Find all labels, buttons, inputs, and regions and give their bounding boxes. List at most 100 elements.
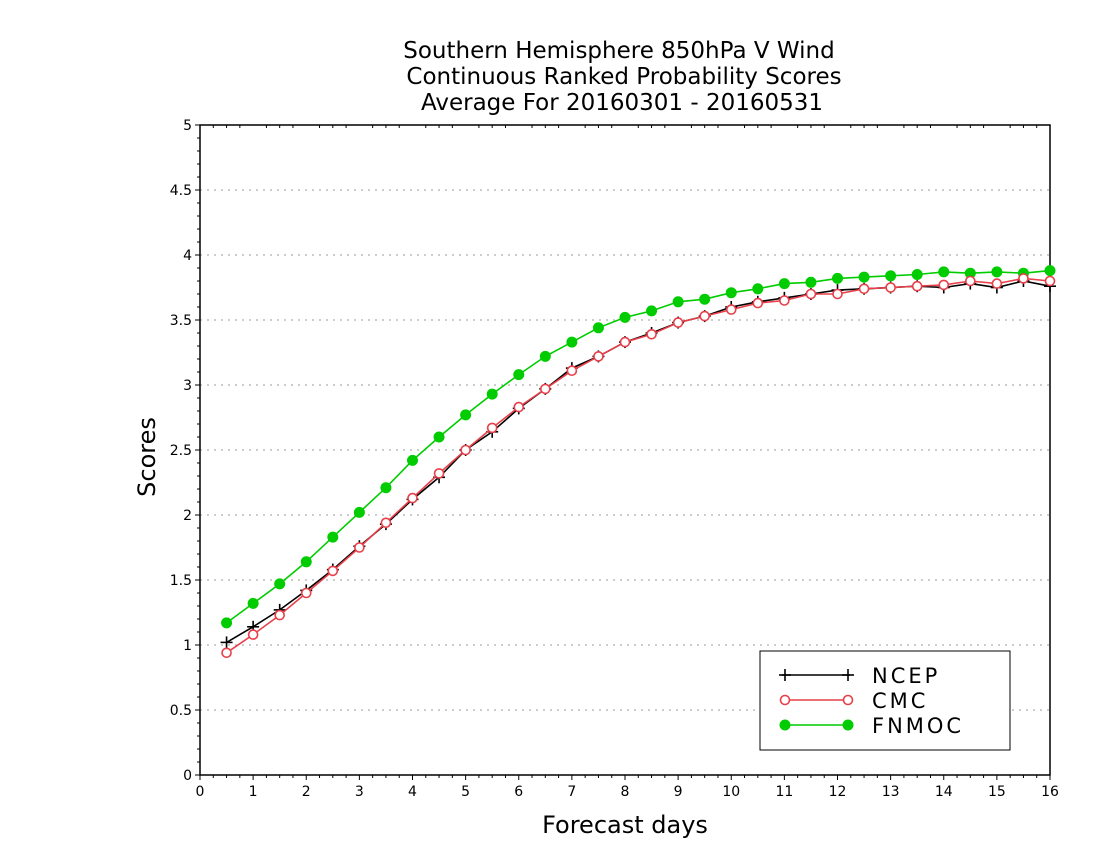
point-cmc-16 <box>646 328 657 340</box>
x-tick-label-10: 10 <box>722 784 740 800</box>
x-axis-title: Forecast days <box>542 811 708 839</box>
legend-marker-end-fnmoc <box>842 719 854 731</box>
point-cmc-7 <box>407 492 418 504</box>
legend-label-cmc: CMC <box>872 689 928 713</box>
point-fnmoc-20 <box>752 283 764 295</box>
chart-title: Southern Hemisphere 850hPa V Wind Contin… <box>403 38 841 116</box>
point-cmc-24 <box>858 283 870 295</box>
point-fnmoc-25 <box>885 270 897 282</box>
point-fnmoc-7 <box>407 454 418 466</box>
point-ncep-0 <box>220 636 233 649</box>
chart-title-line-3: Average For 20160301 - 20160531 <box>421 90 823 116</box>
series-cmc <box>221 273 1056 659</box>
x-tick-label-14: 14 <box>935 784 953 800</box>
point-cmc-18 <box>699 310 710 322</box>
series-fnmoc <box>221 265 1056 629</box>
y-axis: 0 0.5 1 1.5 2 2.5 3 3.5 4 4.5 5 <box>170 118 200 784</box>
point-fnmoc-11 <box>513 369 525 381</box>
y-tick-label-9: 4.5 <box>170 183 192 199</box>
x-tick-label-9: 9 <box>674 784 683 800</box>
point-cmc-20 <box>752 297 764 309</box>
point-fnmoc-4 <box>327 531 339 543</box>
point-cmc-1 <box>247 629 259 640</box>
legend-marker-start-ncep <box>779 669 791 681</box>
y-axis-title: Scores <box>133 417 161 497</box>
point-cmc-19 <box>725 304 737 315</box>
series-line-fnmoc <box>226 269 1051 624</box>
legend-marker-start-cmc <box>779 694 791 706</box>
point-fnmoc-24 <box>858 271 870 283</box>
y-tick-label-3: 1.5 <box>170 573 192 589</box>
series <box>220 265 1056 659</box>
point-fnmoc-19 <box>725 287 737 299</box>
legend-label-fnmoc: FNMOC <box>872 714 964 738</box>
point-cmc-25 <box>885 282 896 293</box>
point-fnmoc-23 <box>832 272 843 284</box>
point-cmc-0 <box>221 647 232 659</box>
point-fnmoc-14 <box>592 322 604 334</box>
x-tick-label-12: 12 <box>829 784 847 800</box>
chart-title-line-2: Continuous Ranked Probability Scores <box>406 64 841 90</box>
point-fnmoc-1 <box>247 597 259 609</box>
point-fnmoc-0 <box>221 617 233 629</box>
point-cmc-23 <box>832 288 843 300</box>
point-fnmoc-18 <box>699 293 711 305</box>
point-cmc-10 <box>486 422 498 434</box>
point-fnmoc-12 <box>539 350 551 362</box>
x-tick-label-1: 1 <box>249 784 258 800</box>
point-cmc-30 <box>1018 273 1029 284</box>
point-fnmoc-22 <box>805 276 817 288</box>
x-tick-label-13: 13 <box>882 784 900 800</box>
x-tick-label-5: 5 <box>461 784 470 800</box>
point-fnmoc-26 <box>911 269 923 280</box>
point-fnmoc-27 <box>938 266 950 278</box>
chart-title-line-1: Southern Hemisphere 850hPa V Wind <box>403 38 834 64</box>
point-cmc-29 <box>991 278 1003 289</box>
y-tick-label-1: 0.5 <box>170 703 192 719</box>
point-cmc-4 <box>327 565 339 577</box>
point-cmc-31 <box>1044 275 1056 287</box>
grid <box>200 189 1050 711</box>
point-cmc-22 <box>805 288 817 300</box>
legend-marker-end-ncep <box>842 669 854 681</box>
point-fnmoc-2 <box>274 578 286 590</box>
point-cmc-26 <box>911 280 923 292</box>
legend-entry-fnmoc: FNMOC <box>779 714 964 738</box>
y-tick-label-5: 2.5 <box>170 443 192 459</box>
x-axis: 0 1 2 3 4 5 6 7 8 9 10 11 12 13 14 15 16 <box>196 125 1059 800</box>
series-ncep <box>220 275 1056 649</box>
x-tick-label-3: 3 <box>355 784 364 800</box>
x-tick-label-6: 6 <box>514 784 523 800</box>
y-tick-label-6: 3 <box>183 378 192 394</box>
y-tick-label-4: 2 <box>183 508 192 524</box>
x-tick-label-16: 16 <box>1041 784 1059 800</box>
y-tick-label-10: 5 <box>183 118 192 134</box>
point-cmc-5 <box>354 542 365 553</box>
series-line-cmc <box>226 277 1051 654</box>
point-cmc-13 <box>566 365 578 377</box>
x-tick-label-7: 7 <box>567 784 576 800</box>
point-fnmoc-13 <box>566 336 578 348</box>
point-fnmoc-31 <box>1044 265 1056 277</box>
x-tick-label-2: 2 <box>302 784 311 800</box>
point-fnmoc-21 <box>778 278 790 290</box>
point-fnmoc-15 <box>619 311 631 323</box>
point-cmc-8 <box>433 468 445 479</box>
point-cmc-3 <box>300 587 312 599</box>
x-tick-label-11: 11 <box>775 784 793 800</box>
point-cmc-11 <box>513 401 525 413</box>
point-fnmoc-16 <box>646 305 658 317</box>
point-cmc-2 <box>274 609 285 621</box>
x-tick-label-15: 15 <box>988 784 1006 800</box>
point-cmc-28 <box>965 275 976 287</box>
point-fnmoc-9 <box>460 409 472 421</box>
legend-marker-end-cmc <box>842 694 854 706</box>
y-tick-label-8: 4 <box>183 248 192 264</box>
point-cmc-17 <box>672 317 684 328</box>
legend-marker-start-fnmoc <box>779 719 791 731</box>
point-fnmoc-3 <box>300 556 312 568</box>
